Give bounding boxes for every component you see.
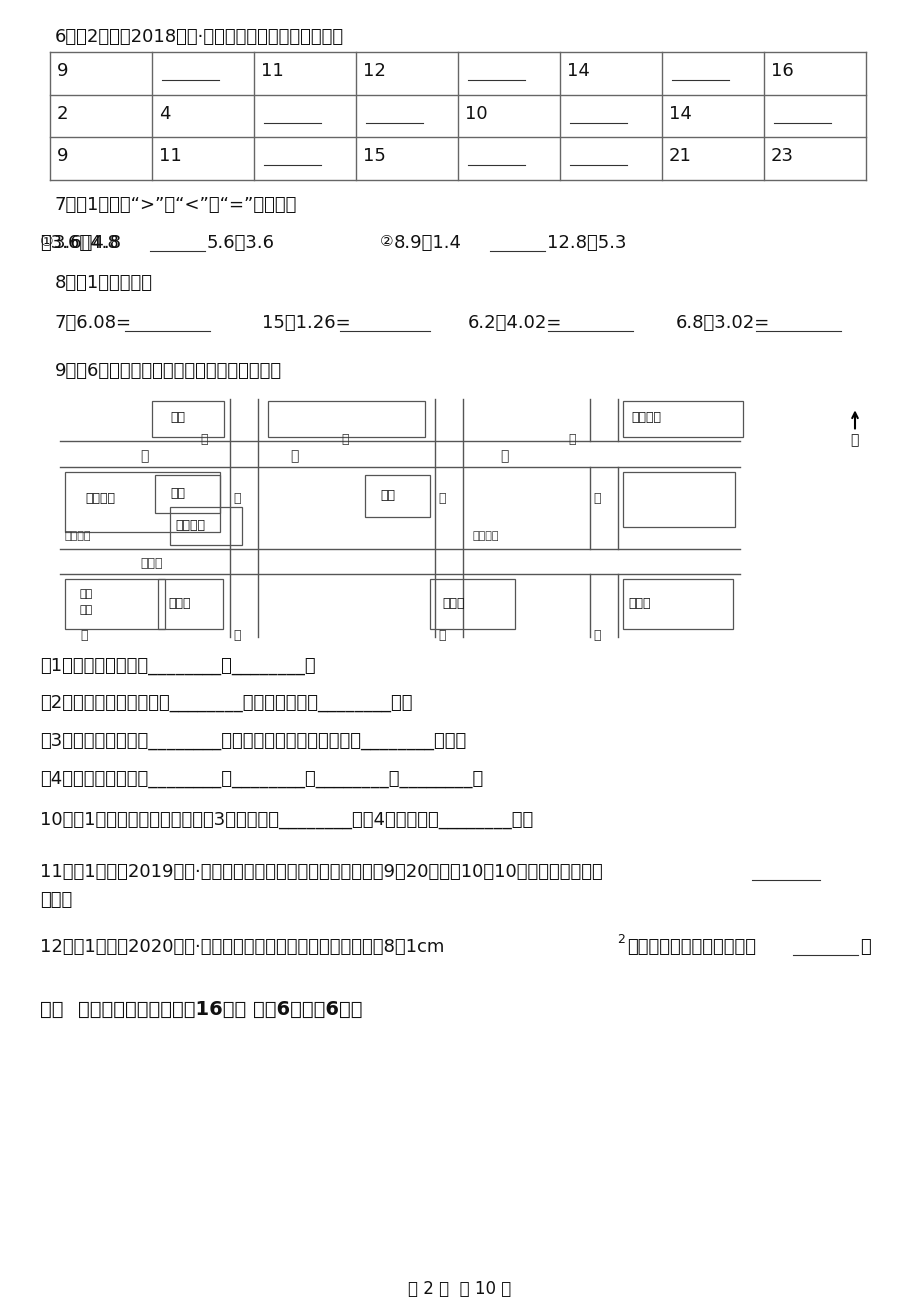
Bar xyxy=(267,401,425,437)
Text: 4: 4 xyxy=(159,104,170,122)
Bar xyxy=(65,473,220,533)
Text: 人: 人 xyxy=(140,449,148,464)
Text: 11．（1分）（2019三上·太谷期末）央视少儿节目《大风车》从9：20开始到10：10结束，播出时间为: 11．（1分）（2019三上·太谷期末）央视少儿节目《大风车》从9：20开始到1… xyxy=(40,863,602,880)
Text: 12．（1分）（2020三下·柏乡期末）在一个长方形上正好摆放了8个1cm: 12．（1分）（2020三下·柏乡期末）在一个长方形上正好摆放了8个1cm xyxy=(40,939,444,957)
Text: 二、: 二、 xyxy=(40,1000,70,1019)
Text: 的正方形，长方形的面积是: 的正方形，长方形的面积是 xyxy=(627,939,755,957)
Bar xyxy=(65,579,165,629)
Text: 11: 11 xyxy=(159,147,182,165)
Bar xyxy=(152,401,223,437)
Bar xyxy=(154,475,220,513)
Text: 邮局: 邮局 xyxy=(170,487,185,500)
Text: 路: 路 xyxy=(593,629,600,642)
Text: 3.6＋4.8: 3.6＋4.8 xyxy=(40,234,119,253)
Text: 向阳中学: 向阳中学 xyxy=(85,492,115,505)
Text: 銀行: 銀行 xyxy=(170,411,185,424)
Text: 5.6＋3.6: 5.6＋3.6 xyxy=(207,234,275,253)
Text: 12.8－5.3: 12.8－5.3 xyxy=(547,234,626,253)
Text: 民: 民 xyxy=(289,449,298,464)
Text: 路: 路 xyxy=(437,629,445,642)
Text: 北: 北 xyxy=(849,434,857,448)
Text: （1）人民路的北面有________和________。: （1）人民路的北面有________和________。 xyxy=(40,656,315,674)
Text: 和平东路: 和平东路 xyxy=(472,531,499,542)
Text: 建: 建 xyxy=(199,434,208,447)
Bar xyxy=(170,506,242,546)
Text: 21: 21 xyxy=(668,147,691,165)
Text: 路: 路 xyxy=(80,629,87,642)
Text: 图书馆: 图书馆 xyxy=(441,596,464,609)
Bar xyxy=(365,475,429,517)
Text: 7．（1分）把“>”、“<”和“=”送回家。: 7．（1分）把“>”、“<”和“=”送回家。 xyxy=(55,197,297,215)
Text: 15: 15 xyxy=(363,147,385,165)
Text: 。: 。 xyxy=(859,939,869,957)
Text: 分钟．: 分钟． xyxy=(40,891,73,909)
Text: 10．（1分）每两个人握一次手，3个人一共握________次，4个人一共握________次。: 10．（1分）每两个人握一次手，3个人一共握________次，4个人一共握__… xyxy=(40,811,533,829)
Bar xyxy=(622,401,743,437)
Text: 8.9－1.4: 8.9－1.4 xyxy=(393,234,461,253)
Text: 精挑细选我最棒。（入16分） （共6题；共6分）: 精挑细选我最棒。（入16分） （共6题；共6分） xyxy=(78,1000,362,1019)
Text: （3）图书馆在銀行的________方向，向阳中学在百货公司的________方向。: （3）图书馆在銀行的________方向，向阳中学在百货公司的________方… xyxy=(40,732,466,750)
Text: 9: 9 xyxy=(57,147,68,165)
Text: 2: 2 xyxy=(57,104,68,122)
Text: 16: 16 xyxy=(770,61,793,79)
Text: 设: 设 xyxy=(233,492,240,505)
Text: ②: ② xyxy=(380,234,393,249)
Text: 6.2－4.02=: 6.2－4.02= xyxy=(468,314,562,332)
Text: 6．（2分）（2018一上·未央期末）找规律，填一填。: 6．（2分）（2018一上·未央期末）找规律，填一填。 xyxy=(55,27,344,46)
Text: 电影院: 电影院 xyxy=(628,596,650,609)
Text: 12: 12 xyxy=(363,61,385,79)
Text: 23: 23 xyxy=(770,147,793,165)
Text: 8．（1分）计算．: 8．（1分）计算． xyxy=(55,273,153,292)
Text: 路: 路 xyxy=(233,629,240,642)
Text: 15＋1.26=: 15＋1.26= xyxy=(262,314,350,332)
Text: （2）百货公司在中山路的________面，在和平路的________面。: （2）百货公司在中山路的________面，在和平路的________面。 xyxy=(40,694,412,712)
Bar xyxy=(622,473,734,527)
Bar xyxy=(158,579,222,629)
Text: 中: 中 xyxy=(341,434,348,447)
Text: 14: 14 xyxy=(566,61,589,79)
Text: 路: 路 xyxy=(499,449,508,464)
Text: 2: 2 xyxy=(617,934,624,947)
Text: ①: ① xyxy=(40,234,53,249)
Text: 9．（6分）仔细观察，然后回答下面的问题。: 9．（6分）仔细观察，然后回答下面的问题。 xyxy=(55,362,282,380)
Text: 第 2 页  共 10 页: 第 2 页 共 10 页 xyxy=(408,1280,511,1298)
Text: 和平西路: 和平西路 xyxy=(65,531,91,542)
Text: 11: 11 xyxy=(261,61,283,79)
Text: 立立家: 立立家 xyxy=(168,596,190,609)
Text: 医院: 医院 xyxy=(380,490,394,503)
Text: 9: 9 xyxy=(57,61,68,79)
Text: 7－6.08=: 7－6.08= xyxy=(55,314,131,332)
Text: 胜: 胜 xyxy=(567,434,575,447)
Text: 百货公司: 百货公司 xyxy=(175,519,205,533)
Text: 利: 利 xyxy=(593,492,600,505)
Text: 14: 14 xyxy=(668,104,691,122)
Text: 6.8＋3.02=: 6.8＋3.02= xyxy=(675,314,769,332)
Text: （4）中山路的东面有________、________、________和________。: （4）中山路的东面有________、________、________和___… xyxy=(40,769,482,788)
Text: 3.6＋4.8: 3.6＋4.8 xyxy=(54,234,122,253)
Text: 10: 10 xyxy=(464,104,487,122)
Text: 第一小学: 第一小学 xyxy=(630,411,660,424)
Bar xyxy=(622,579,732,629)
Text: 山: 山 xyxy=(437,492,445,505)
Bar xyxy=(429,579,515,629)
Text: 和平路: 和平路 xyxy=(140,557,163,570)
Text: 新华: 新华 xyxy=(80,589,93,599)
Text: 书店: 书店 xyxy=(80,604,93,615)
